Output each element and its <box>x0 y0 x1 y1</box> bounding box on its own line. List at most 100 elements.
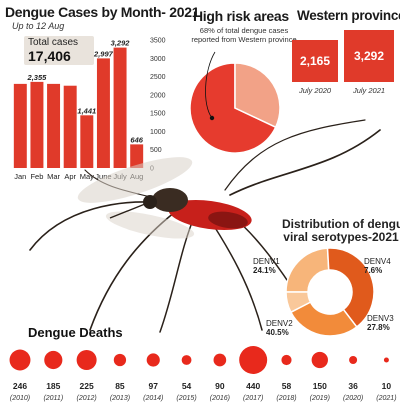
y-tick-label: 2500 <box>150 74 166 81</box>
y-tick-label: 500 <box>150 147 162 154</box>
serotype-name: DENV2 <box>266 319 293 328</box>
death-bubble-2018 <box>281 354 292 366</box>
death-value-label: 225 <box>80 381 94 391</box>
x-tick-label: May <box>80 172 94 181</box>
western-label-2021: July 2021 <box>352 86 386 95</box>
x-tick-label: Apr <box>64 172 76 181</box>
western-value-2020: 2,165 <box>299 54 331 68</box>
death-year-label: (2013) <box>110 395 130 402</box>
death-bubble-2014 <box>146 353 160 367</box>
western-title: Western province <box>297 8 400 23</box>
deaths-title: Dengue Deaths <box>28 325 123 340</box>
death-year-label: (2020) <box>343 395 363 402</box>
x-tick-label: Feb <box>30 172 43 181</box>
death-bubble-2011 <box>44 350 63 370</box>
x-tick-label: June <box>95 172 111 181</box>
serotype-name: DENV3 <box>367 314 394 323</box>
serotype-label-denv4: DENV4 7.6% <box>364 257 391 276</box>
death-bubble-2017 <box>239 346 268 374</box>
death-bubble-2020 <box>349 355 358 365</box>
bar-jan <box>13 83 27 168</box>
high-risk-note: 68% of total dengue cases reported from … <box>191 26 297 44</box>
death-value-label: 90 <box>215 381 225 391</box>
death-value-label: 10 <box>382 381 392 391</box>
western-box-2021: 3,292 <box>344 30 394 82</box>
death-bubble-2012 <box>76 349 97 371</box>
western-box-2020: 2,165 <box>292 40 338 82</box>
western-value-2021: 3,292 <box>353 49 385 63</box>
death-bubble-2010 <box>9 349 31 371</box>
high-risk-title: High risk areas <box>193 8 289 24</box>
risk-pointer-line <box>205 51 216 119</box>
serotype-pct: 40.5% <box>266 327 289 337</box>
monthly-chart-subtitle: Up to 12 Aug <box>12 21 65 31</box>
death-year-label: (2010) <box>10 395 30 402</box>
death-value-label: 97 <box>149 381 159 391</box>
serotype-pct: 7.6% <box>364 265 383 275</box>
serotype-label-denv3: DENV3 27.8% <box>367 314 394 333</box>
death-value-label: 246 <box>13 381 27 391</box>
serotype-label-denv2: DENV2 40.5% <box>266 319 293 338</box>
serotype-title: Distribution of dengue viral serotypes-2… <box>282 217 400 244</box>
risk-slice-0 <box>189 62 277 154</box>
monthly-chart-title: Dengue Cases by Month- 2021 <box>5 4 200 20</box>
bar-data-label: 2,355 <box>27 73 48 82</box>
death-year-label: (2014) <box>143 395 163 402</box>
y-tick-label: 3500 <box>150 38 166 45</box>
bar-aug <box>130 144 144 168</box>
death-year-label: (2019) <box>310 395 330 402</box>
death-bubble-2021 <box>383 357 389 363</box>
death-year-label: (2017) <box>243 395 263 402</box>
bar-apr <box>63 85 77 168</box>
high-risk-pie <box>189 51 281 154</box>
serotype-slice-3 <box>285 291 312 314</box>
death-bubble-2016 <box>213 353 227 367</box>
bar-feb <box>30 81 44 168</box>
death-year-label: (2012) <box>77 395 97 402</box>
death-year-label: (2018) <box>276 395 296 402</box>
serotype-donut <box>285 247 375 337</box>
y-tick-label: 3000 <box>150 56 166 63</box>
western-label-2020: July 2020 <box>298 86 332 95</box>
serotype-pct: 24.1% <box>253 265 276 275</box>
y-tick-label: 1500 <box>150 111 166 118</box>
risk-slice-1 <box>234 62 281 129</box>
x-tick-label: Jan <box>14 172 26 181</box>
death-year-label: (2015) <box>176 395 196 402</box>
serotype-label-denv1: DENV1 24.1% <box>253 257 280 276</box>
mosquito-illustration <box>29 119 381 333</box>
bar-data-label: 3,292 <box>111 39 131 48</box>
death-value-label: 58 <box>282 381 292 391</box>
death-value-label: 185 <box>46 381 60 391</box>
death-value-label: 36 <box>348 381 358 391</box>
death-bubble-2015 <box>181 355 192 365</box>
death-value-label: 440 <box>246 381 260 391</box>
death-value-label: 150 <box>313 381 327 391</box>
death-year-label: (2011) <box>43 395 63 402</box>
serotype-title-line1: Distribution of dengue <box>282 217 400 231</box>
serotype-name: DENV4 <box>364 257 391 266</box>
death-bubble-2019 <box>311 351 328 369</box>
serotype-pct: 27.8% <box>367 322 390 332</box>
bar-july <box>113 47 127 168</box>
y-tick-label: 1000 <box>150 129 166 136</box>
y-tick-label: 2000 <box>150 92 166 99</box>
bar-data-label: 2,997 <box>93 49 114 58</box>
bar-june <box>96 58 110 168</box>
death-year-label: (2016) <box>210 395 230 402</box>
x-tick-label: Mar <box>47 172 60 181</box>
total-cases-label: Total cases <box>28 37 79 48</box>
death-bubble-2013 <box>113 353 127 367</box>
deaths-bubble-chart: 246 (2010) 185 (2011) 225 (2012) 85 (2013) 97 (20… <box>9 346 397 402</box>
death-value-label: 54 <box>182 381 192 391</box>
total-cases-box: Total cases 17,406 <box>24 36 94 66</box>
bar-data-label: 1,441 <box>77 106 96 115</box>
serotype-slice-1 <box>326 247 375 328</box>
bar-may <box>80 115 94 168</box>
death-value-label: 85 <box>115 381 125 391</box>
serotype-name: DENV1 <box>253 257 280 266</box>
total-cases-value: 17,406 <box>28 47 71 64</box>
serotype-slice-0 <box>285 247 330 293</box>
bar-mar <box>47 83 61 168</box>
bar-data-label: 646 <box>130 135 143 144</box>
